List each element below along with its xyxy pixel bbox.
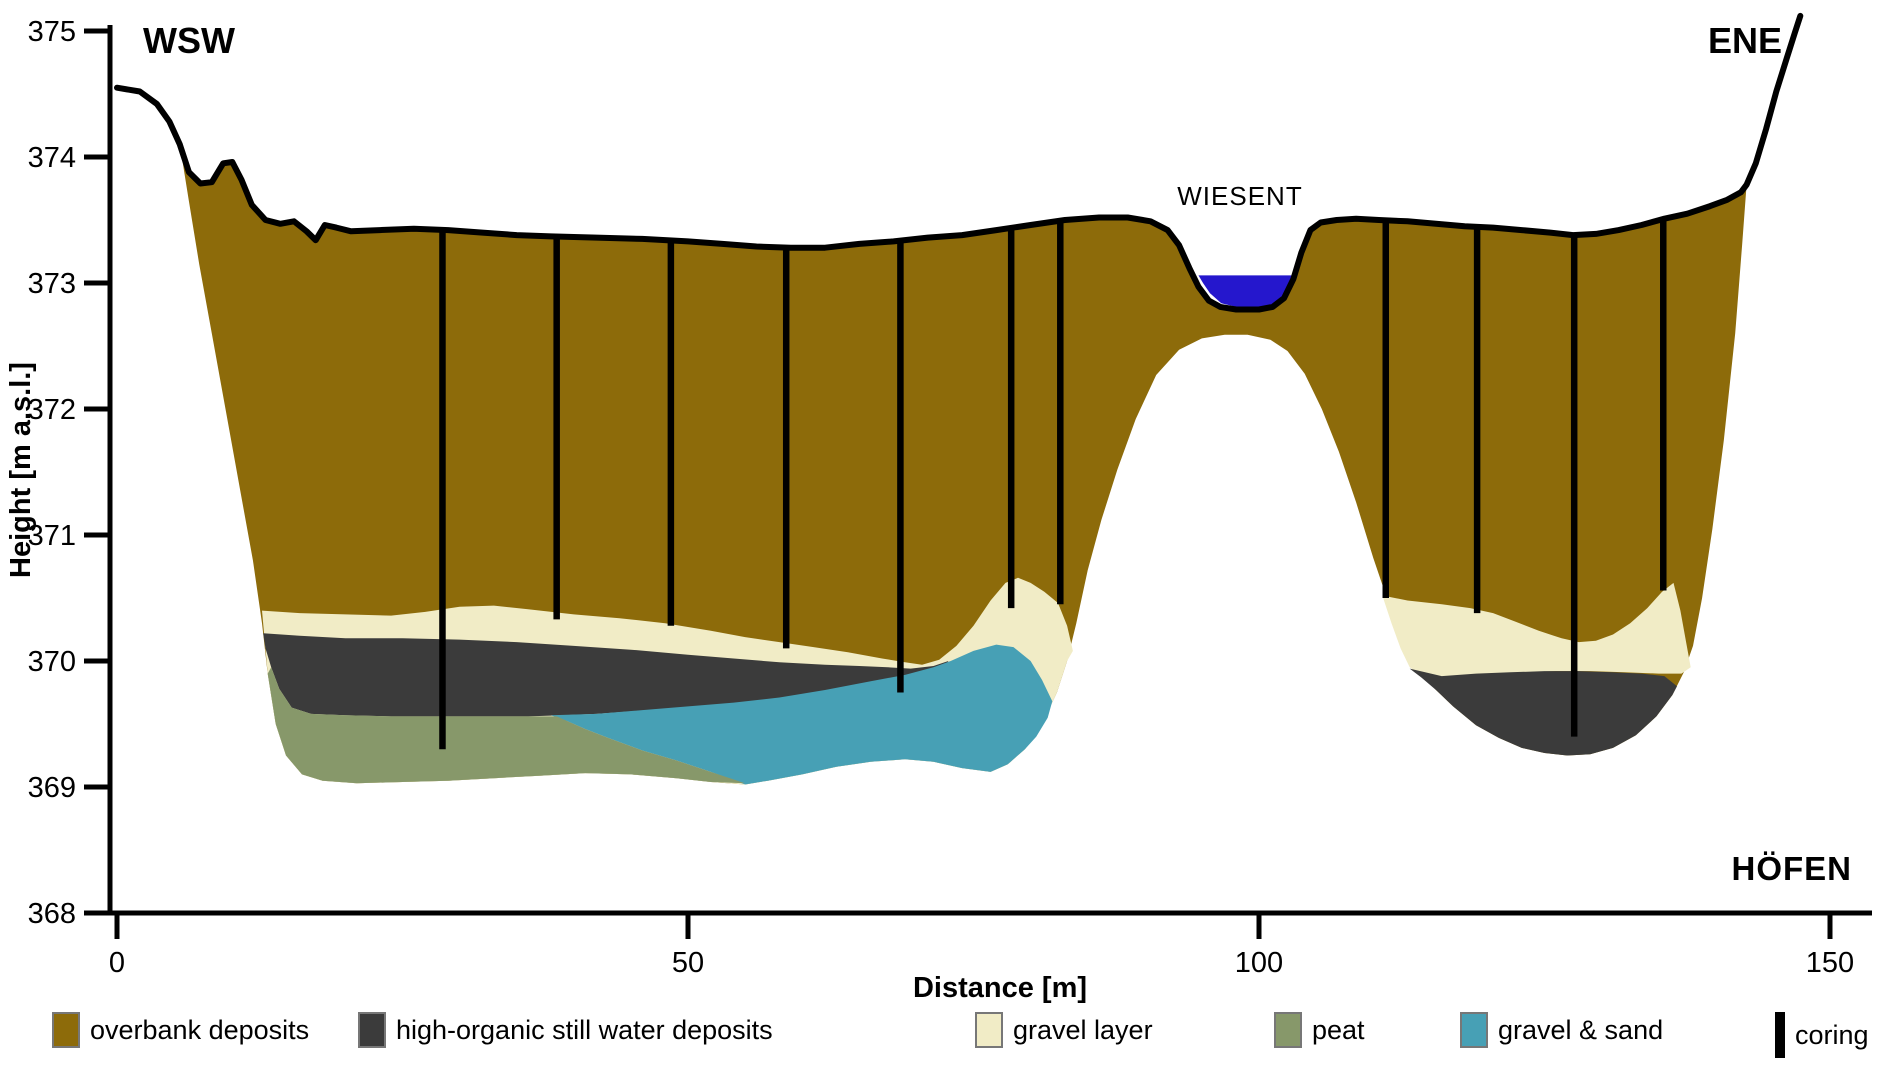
y-tick-label-373: 373 bbox=[28, 268, 76, 300]
layer-gravel-layer-east bbox=[1382, 582, 1691, 680]
coring-symbol bbox=[1775, 1012, 1785, 1058]
peat-swatch bbox=[1274, 1012, 1302, 1048]
y-tick-label-372: 372 bbox=[28, 394, 76, 426]
y-tick-label-370: 370 bbox=[28, 646, 76, 678]
legend-label: coring bbox=[1795, 1019, 1869, 1050]
legend-label: high-organic still water deposits bbox=[396, 1014, 773, 1045]
location-label: HÖFEN bbox=[1732, 850, 1853, 887]
layer-gravel-and-sand-layer bbox=[551, 644, 1053, 785]
river-name-label: WIESENT bbox=[1177, 181, 1302, 211]
direction-label-wsw: WSW bbox=[143, 20, 235, 61]
overbank-swatch bbox=[52, 1012, 80, 1048]
legend-label: peat bbox=[1312, 1014, 1365, 1045]
river-water bbox=[1198, 275, 1293, 307]
legend-item-gravel-sand: gravel & sand bbox=[1460, 1012, 1663, 1048]
legend-item-overbank-deposits: overbank deposits bbox=[52, 1012, 309, 1048]
direction-label-ene: ENE bbox=[1708, 20, 1782, 61]
gravel-layer-swatch bbox=[975, 1012, 1003, 1048]
legend-label: gravel & sand bbox=[1498, 1014, 1664, 1045]
legend-item-peat: peat bbox=[1274, 1012, 1365, 1048]
x-tick-label-0: 0 bbox=[109, 947, 125, 979]
y-axis-title: Height [m a.s.l.] bbox=[5, 362, 37, 578]
layer-still-water-deposits-east bbox=[1409, 668, 1677, 756]
terrain-outline bbox=[114, 12, 1804, 313]
layer-still-water-deposits-west bbox=[263, 633, 949, 717]
x-tick-label-150: 150 bbox=[1806, 947, 1854, 979]
y-tick-label-374: 374 bbox=[28, 142, 76, 174]
y-tick-label-371: 371 bbox=[28, 520, 76, 552]
gravel-sand-swatch bbox=[1460, 1012, 1488, 1048]
legend-item-high-organic-still-water-deposits: high-organic still water deposits bbox=[358, 1012, 773, 1048]
still-water-swatch bbox=[358, 1012, 386, 1048]
y-tick-label-375: 375 bbox=[28, 16, 76, 48]
x-tick-label-100: 100 bbox=[1235, 947, 1283, 979]
legend: overbank deposits high-organic still wate… bbox=[0, 1005, 1892, 1069]
legend-label: gravel layer bbox=[1013, 1014, 1153, 1045]
legend-item-coring: coring bbox=[1775, 1012, 1869, 1058]
x-tick-label-50: 50 bbox=[672, 947, 704, 979]
legend-label: overbank deposits bbox=[90, 1014, 310, 1045]
y-tick-label-369: 369 bbox=[28, 772, 76, 804]
layer-peat-layer bbox=[267, 667, 746, 784]
y-tick-label-368: 368 bbox=[28, 898, 76, 930]
x-axis-title: Distance [m] bbox=[913, 972, 1087, 1004]
legend-item-gravel-layer: gravel layer bbox=[975, 1012, 1153, 1048]
